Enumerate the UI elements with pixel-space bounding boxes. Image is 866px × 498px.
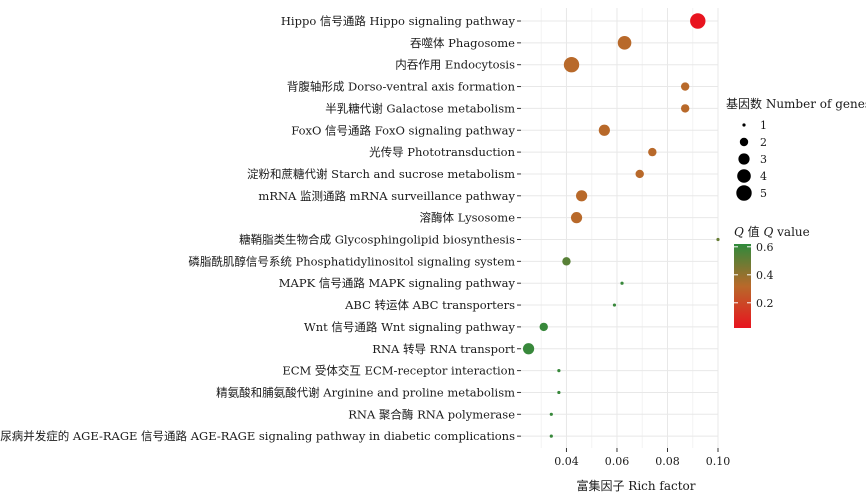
y-tick-label: 背腹轴形成 Dorso-ventral axis formation	[287, 80, 516, 94]
data-point	[620, 281, 624, 285]
color-legend: Q 值 Q value 0.2 0.4 0.6	[734, 224, 810, 328]
y-tick-label: 半乳糖代谢 Galactose metabolism	[325, 101, 515, 115]
y-tick-label: 淀粉和蔗糖代谢 Starch and sucrose metabolism	[247, 167, 515, 181]
data-point	[539, 322, 548, 332]
y-tick-label: Hippo 信号通路 Hippo signaling pathway	[281, 14, 516, 28]
color-legend-title: Q 值 Q value	[734, 224, 810, 239]
x-tick-label: 0.06	[605, 455, 630, 468]
y-tick-label: 吞噬体 Phagosome	[410, 36, 515, 50]
y-axis-labels: Hippo 信号通路 Hippo signaling pathway 吞噬体 Ph…	[0, 14, 516, 443]
size-legend-point	[739, 137, 749, 147]
data-point	[570, 212, 583, 224]
y-tick-label: RNA 聚合酶 RNA polymerase	[348, 407, 515, 421]
size-legend-point	[737, 169, 751, 183]
y-tick-label: 磷脂酰肌醇信号系统 Phosphatidylinositol signaling…	[188, 254, 515, 268]
size-legend: 基因数 Number of genes 1 2 3 4 5	[726, 96, 866, 201]
size-legend-point	[742, 123, 746, 127]
data-point	[635, 169, 644, 179]
data-point	[716, 237, 720, 242]
x-tick-label: 0.08	[655, 455, 680, 468]
x-tick-label: 0.10	[706, 455, 731, 468]
y-tick-label: 糖尿病并发症的 AGE-RAGE 信号通路 AGE-RAGE signaling…	[0, 429, 515, 443]
data-point	[576, 190, 588, 202]
size-legend-point	[738, 153, 750, 165]
y-tick-label: 精氨酸和脯氨酸代谢 Arginine and proline metabolis…	[216, 385, 515, 399]
size-legend-label: 2	[760, 136, 767, 149]
data-point	[562, 257, 571, 266]
color-legend-label: 0.2	[756, 297, 774, 310]
size-legend-title: 基因数 Number of genes	[726, 96, 866, 111]
y-tick-label: 内吞作用 Endocytosis	[395, 58, 515, 72]
x-axis-title: 富集因子 Rich factor	[576, 478, 695, 493]
x-axis-labels: 0.04 0.06 0.08 0.10	[554, 455, 730, 468]
size-legend-label: 5	[760, 187, 767, 200]
size-legend-label: 3	[760, 153, 767, 166]
y-tick-label: 光传导 Phototransduction	[369, 145, 515, 159]
data-point	[690, 13, 706, 29]
data-point	[680, 82, 690, 91]
grid-lines	[521, 8, 719, 448]
data-point	[680, 104, 690, 113]
color-legend-label: 0.6	[756, 241, 774, 254]
y-tick-label: RNA 转导 RNA transport	[372, 342, 515, 356]
color-legend-gradient-bar	[734, 244, 751, 328]
size-legend-point	[736, 185, 752, 201]
y-tick-label: 溶酶体 Lysosome	[420, 211, 516, 225]
data-point	[557, 390, 561, 395]
y-tick-label: 糖鞘脂类生物合成 Glycosphingolipid biosynthesis	[239, 233, 515, 247]
data-point	[549, 412, 553, 416]
data-point	[648, 147, 657, 157]
x-tick-label: 0.04	[554, 455, 579, 468]
y-tick-label: mRNA 监测通路 mRNA surveillance pathway	[258, 189, 515, 203]
data-point	[563, 56, 580, 73]
y-tick-label: ECM 受体交互 ECM-receptor interaction	[282, 364, 515, 378]
data-point	[557, 369, 561, 373]
data-points	[522, 13, 720, 438]
data-point	[598, 124, 610, 136]
data-point	[522, 343, 535, 355]
color-legend-label: 0.4	[756, 269, 774, 282]
data-point	[612, 303, 617, 307]
y-axis-ticks	[517, 20, 719, 452]
size-legend-label: 1	[760, 119, 767, 132]
size-legend-label: 4	[760, 170, 767, 183]
data-point	[549, 434, 553, 438]
data-point	[617, 36, 632, 50]
y-tick-label: ABC 转运体 ABC transporters	[344, 298, 515, 312]
y-tick-label: Wnt 信号通路 Wnt signaling pathway	[304, 320, 516, 334]
y-tick-label: FoxO 信号通路 FoxO signaling pathway	[291, 123, 515, 137]
y-tick-label: MAPK 信号通路 MAPK signaling pathway	[279, 276, 516, 290]
